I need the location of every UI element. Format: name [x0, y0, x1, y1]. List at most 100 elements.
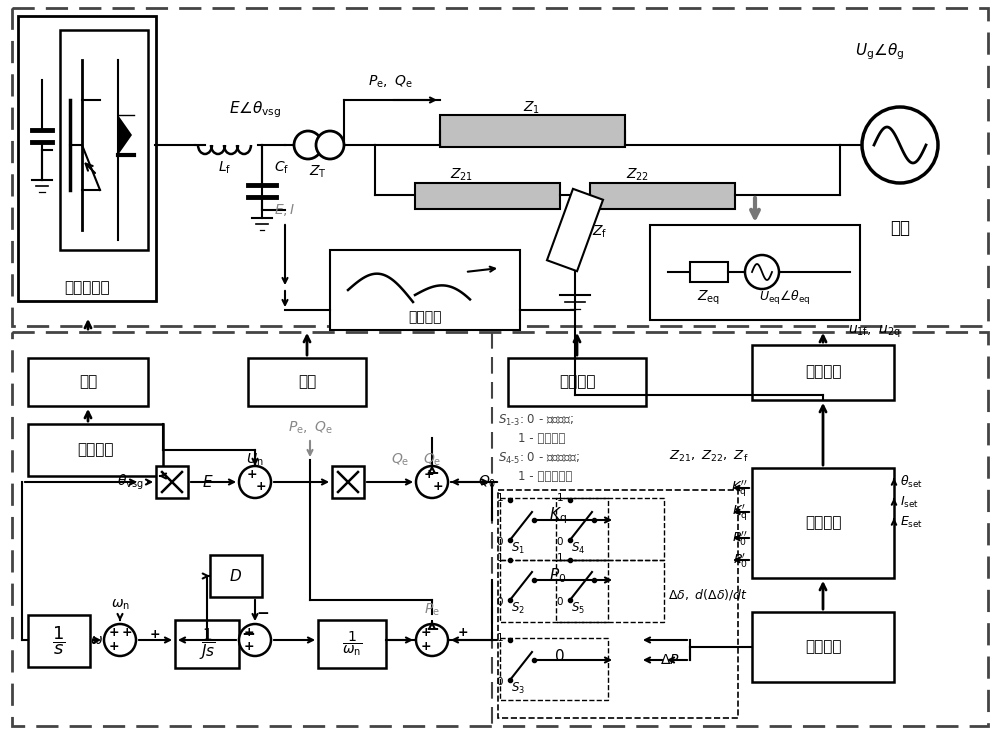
Text: $\dfrac{1}{\omega_{\rm n}}$: $\dfrac{1}{\omega_{\rm n}}$: [342, 630, 362, 658]
Text: 1: 1: [557, 493, 563, 503]
Bar: [650, 225, 860, 320]
Circle shape: [416, 466, 448, 498]
Bar: [415, 183, 560, 209]
Text: 1: 1: [497, 493, 503, 503]
Circle shape: [294, 131, 322, 159]
Text: $S_5$: $S_5$: [571, 600, 585, 616]
Text: 1: 1: [497, 553, 503, 563]
Circle shape: [239, 624, 271, 656]
Text: $\ 0$: $\ 0$: [550, 648, 566, 664]
Text: 0: 0: [497, 537, 503, 547]
Text: $S_{1\text{-}3}$: 0 - 正常状态;: $S_{1\text{-}3}$: 0 - 正常状态;: [498, 413, 574, 427]
Text: 虚拟同步机: 虚拟同步机: [64, 280, 110, 296]
Text: 1 - 故障状态: 1 - 故障状态: [518, 432, 565, 445]
Text: $Z_{\mathrm{T}}$: $Z_{\mathrm{T}}$: [309, 164, 327, 181]
Text: 反馈控制: 反馈控制: [805, 639, 841, 655]
Text: $S_1$: $S_1$: [511, 540, 525, 556]
Bar: [508, 358, 646, 406]
Text: $P_0$: $P_0$: [549, 567, 567, 585]
Text: −: −: [425, 619, 439, 637]
Text: $E, I$: $E, I$: [274, 202, 296, 218]
Circle shape: [104, 624, 136, 656]
Bar: [28, 358, 148, 406]
Text: $S_{4\text{-}5}$: 0 - 故障发生中;: $S_{4\text{-}5}$: 0 - 故障发生中;: [498, 451, 580, 465]
Bar: [752, 345, 894, 400]
Bar: [500, 498, 608, 560]
Text: $P_{0}''$: $P_{0}''$: [732, 529, 748, 547]
Text: $Z_{21}$: $Z_{21}$: [450, 167, 474, 184]
Text: −: −: [425, 463, 439, 481]
Text: 采样: 采样: [298, 374, 316, 390]
Text: $Q_{\rm e}$: $Q_{\rm e}$: [391, 452, 409, 468]
Text: +: +: [109, 627, 119, 639]
Text: $u_{\rm 1f},\ u_{\rm 2q}$: $u_{\rm 1f},\ u_{\rm 2q}$: [848, 324, 901, 340]
Text: +: +: [424, 468, 434, 482]
Text: $S_2$: $S_2$: [511, 600, 525, 616]
Text: $Q_0$: $Q_0$: [478, 474, 496, 490]
Text: +: +: [421, 627, 431, 639]
Text: $\omega$: $\omega$: [90, 633, 103, 647]
Text: $C_{\mathrm{f}}$: $C_{\mathrm{f}}$: [274, 160, 290, 176]
Bar: [332, 466, 364, 498]
Bar: [440, 115, 625, 147]
Circle shape: [862, 107, 938, 183]
Circle shape: [316, 131, 344, 159]
Text: $P_{\rm e}$: $P_{\rm e}$: [424, 602, 440, 618]
Bar: [690, 262, 728, 282]
Bar: [210, 555, 262, 597]
Text: $Z_{\rm f}$: $Z_{\rm f}$: [592, 224, 608, 240]
Bar: [498, 490, 738, 718]
Text: $U_{\rm eq}\angle\theta_{\rm eq}$: $U_{\rm eq}\angle\theta_{\rm eq}$: [759, 289, 811, 307]
Bar: [175, 620, 239, 668]
Text: $Z_{21},\ Z_{22},\ Z_{\rm f}$: $Z_{21},\ Z_{22},\ Z_{\rm f}$: [669, 448, 748, 464]
Text: +: +: [433, 481, 443, 493]
Text: 1 - 故障切线后: 1 - 故障切线后: [518, 470, 572, 482]
Text: +: +: [421, 641, 431, 653]
Text: +: +: [244, 627, 254, 639]
Text: $E_{\rm set}$: $E_{\rm set}$: [900, 515, 923, 529]
Bar: [500, 560, 608, 622]
Text: $Z_{22}$: $Z_{22}$: [626, 167, 650, 184]
Bar: [248, 358, 366, 406]
Circle shape: [745, 255, 779, 289]
Text: +: +: [109, 641, 119, 653]
Text: $\dfrac{1}{s}$: $\dfrac{1}{s}$: [52, 625, 66, 658]
Text: $L_{\mathrm{f}}$: $L_{\mathrm{f}}$: [218, 160, 232, 176]
Text: 切换逻辑: 切换逻辑: [559, 374, 595, 390]
Text: −: −: [241, 624, 255, 642]
Text: +: +: [256, 481, 266, 493]
Text: 调制: 调制: [79, 374, 97, 390]
Bar: [752, 612, 894, 682]
Text: $\Delta P$: $\Delta P$: [660, 653, 680, 667]
Text: +: +: [122, 627, 132, 639]
Text: $Q_{\rm e}$: $Q_{\rm e}$: [423, 452, 441, 468]
Text: $U_{\rm g}\angle\theta_{\rm g}$: $U_{\rm g}\angle\theta_{\rm g}$: [855, 42, 905, 62]
Text: $\omega_{\rm n}$: $\omega_{\rm n}$: [111, 597, 129, 612]
Text: $Z_1$: $Z_1$: [523, 100, 541, 116]
Text: 0: 0: [497, 677, 503, 687]
Text: $K_{\rm q}$: $K_{\rm q}$: [549, 506, 567, 526]
Text: $P_{0}'$: $P_{0}'$: [733, 551, 748, 569]
Text: 故障测量: 故障测量: [805, 365, 841, 379]
Text: $\dfrac{1}{Js}$: $\dfrac{1}{Js}$: [199, 626, 215, 662]
Text: $\Delta\delta,\ d(\Delta\delta)/dt$: $\Delta\delta,\ d(\Delta\delta)/dt$: [668, 587, 748, 603]
Text: $S_3$: $S_3$: [511, 680, 525, 696]
Text: +: +: [458, 627, 468, 639]
Text: 0: 0: [557, 537, 563, 547]
Bar: [18, 16, 156, 301]
Bar: [28, 424, 163, 476]
Text: $E\angle\theta_{\rm vsg}$: $E\angle\theta_{\rm vsg}$: [229, 100, 281, 120]
Bar: [556, 560, 664, 622]
Text: $P_{\rm e},\ Q_{\rm e}$: $P_{\rm e},\ Q_{\rm e}$: [288, 420, 332, 436]
Bar: [156, 466, 188, 498]
Text: +: +: [150, 628, 160, 641]
Text: $E$: $E$: [202, 474, 214, 490]
Circle shape: [239, 466, 271, 498]
Text: 1: 1: [497, 633, 503, 643]
Text: +: +: [247, 468, 257, 482]
Text: 电网: 电网: [890, 219, 910, 237]
Text: $Z_{\rm eq}$: $Z_{\rm eq}$: [697, 289, 721, 307]
Text: +: +: [244, 641, 254, 653]
Text: −: −: [257, 606, 269, 622]
Bar: [318, 620, 386, 668]
